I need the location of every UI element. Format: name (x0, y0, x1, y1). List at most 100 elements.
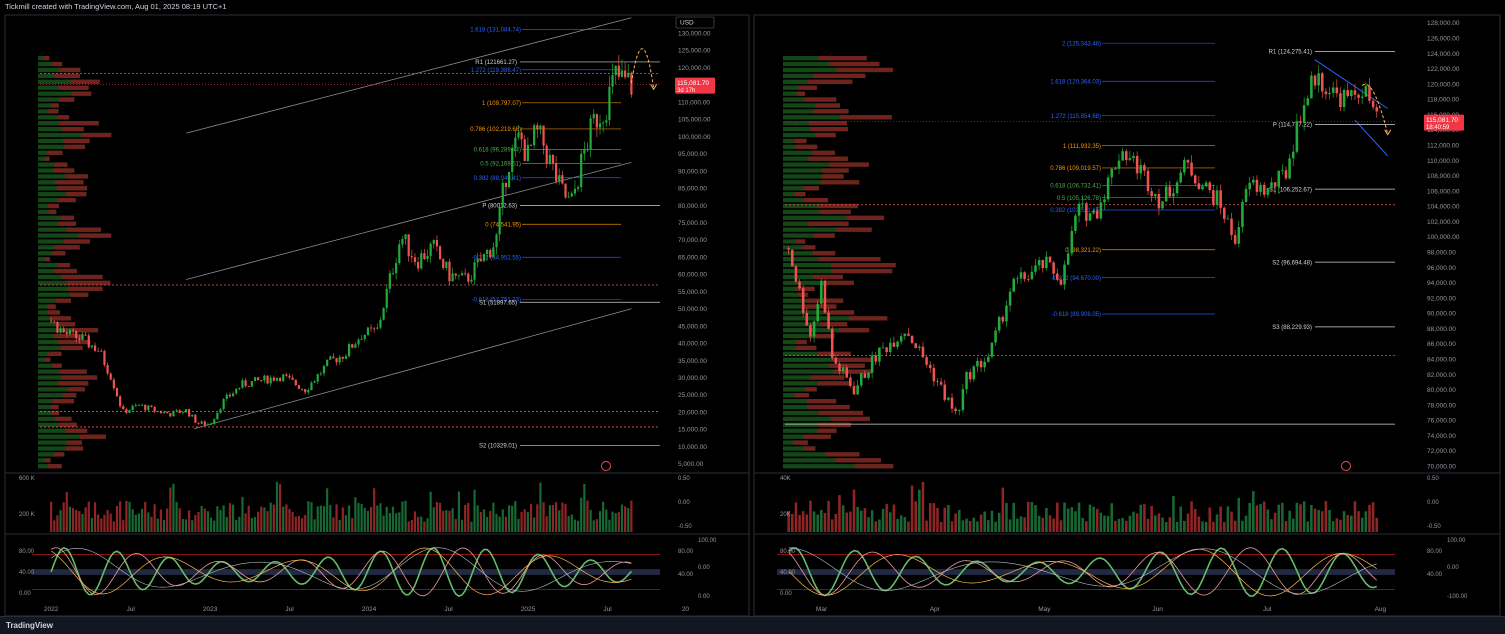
right-candle-body (1302, 105, 1306, 123)
left-volume-bar (178, 508, 181, 532)
right-volume-profile-bar (820, 322, 848, 327)
left-candle-body (592, 114, 595, 119)
right-volume-bar (1375, 517, 1379, 532)
left-oscillator-tick: 40.00 (19, 570, 35, 576)
left-volume-profile-bar (38, 79, 100, 84)
right-y-tick-label: 76,000.00 (1427, 418, 1456, 425)
left-candle-body (605, 120, 608, 123)
right-volume-profile-bar (818, 410, 864, 416)
right-volume-profile-bar (783, 239, 806, 244)
left-candle-body (620, 70, 624, 77)
right-x-tick-label: Jun (1152, 606, 1163, 613)
left-volume-bar (310, 502, 313, 532)
left-oscillator-line (50, 547, 632, 596)
left-volume-bar (56, 515, 59, 532)
left-volume-bar (93, 502, 97, 532)
right-candle-body (1016, 278, 1019, 280)
right-candle-body (1001, 316, 1005, 322)
left-volume-profile-bar (54, 245, 80, 250)
right-volume-bar (983, 511, 986, 532)
right-volume-bar (1161, 517, 1164, 532)
left-volume-profile-bar (47, 304, 56, 309)
right-volume-bar (921, 482, 925, 532)
right-candle-body (1154, 194, 1157, 197)
left-volume-bar (131, 509, 134, 532)
right-volume-profile-bar (818, 257, 881, 262)
right-candle-body (1237, 227, 1241, 244)
left-volume-bar (467, 502, 470, 532)
left-candle-body (166, 411, 169, 414)
left-volume-profile-bar (38, 393, 77, 398)
left-volume-bar (228, 503, 232, 532)
left-volume-bar (219, 510, 222, 532)
right-volume-bar (1321, 511, 1324, 532)
left-volume-bar (200, 505, 203, 532)
left-candle-body (297, 385, 301, 389)
right-volume-profile-bar (824, 280, 854, 286)
right-candle-body (1048, 256, 1052, 263)
right-volume-bar (794, 502, 798, 532)
right-volume-bar (1346, 514, 1349, 532)
left-candle-body (507, 171, 511, 188)
left-candle-body (360, 339, 363, 340)
left-candle-body (473, 262, 476, 280)
left-candle-body (87, 335, 90, 348)
right-candle-body (867, 372, 870, 378)
left-volume-bar (282, 506, 285, 532)
left-y-tick-label: 95,000.00 (678, 151, 707, 158)
left-candle-body (539, 125, 542, 130)
right-candle-body (889, 342, 892, 353)
right-candle-body (1273, 182, 1277, 187)
right-candle-body (1190, 162, 1193, 176)
left-volume-bar (379, 503, 382, 532)
left-volume-bar (614, 513, 617, 532)
right-candle-body (1339, 93, 1342, 108)
left-candle-body (457, 275, 460, 277)
right-candle-body (1295, 121, 1299, 152)
right-volume-bar (1034, 505, 1037, 532)
left-volume-profile-bar (38, 263, 71, 268)
right-volume-bar (1045, 508, 1048, 532)
right-volume-bar (1288, 510, 1291, 532)
left-volume-bar (429, 491, 432, 532)
right-volume-profile-bar (802, 434, 831, 439)
right-candle-body (1212, 190, 1215, 205)
right-fib-label: 0.382 (103,521.15) (1050, 208, 1101, 214)
right-candle-body (1030, 271, 1034, 280)
left-candle-body (617, 65, 620, 77)
right-volume-profile-bar (783, 292, 808, 297)
left-volume-bar (71, 508, 75, 532)
right-volume-bar (885, 503, 888, 532)
right-volume-profile-bar (813, 233, 835, 238)
left-volume-profile-bar (38, 440, 83, 445)
right-volume-profile-bar (808, 156, 848, 161)
left-volume-bar (420, 516, 423, 532)
right-candle-body (1353, 90, 1357, 95)
left-volume-profile-bar (38, 416, 72, 422)
left-volume-profile-bar (48, 109, 59, 114)
right-volume-bar (1241, 520, 1244, 532)
left-volume-bar (100, 518, 103, 532)
right-volume-bar (939, 522, 943, 532)
right-volume-bar (907, 521, 910, 532)
right-channel-lower-line (1354, 119, 1389, 157)
left-candle-body (407, 234, 410, 257)
left-candle-body (523, 139, 526, 162)
left-candle-body (81, 334, 84, 340)
right-pivot-label: P (114,717.22) (1273, 123, 1312, 129)
left-volume-bar (542, 502, 545, 532)
left-volume-bar (354, 497, 357, 532)
right-volume-profile-bar (798, 85, 817, 90)
left-candle-body (624, 70, 627, 78)
right-volume-profile-bar (835, 458, 881, 463)
left-volume-bar (272, 504, 275, 532)
left-volume-profile-bar (38, 126, 84, 132)
charts-canvas[interactable]: 130,000.00125,000.00120,000.00115,000.00… (0, 14, 1505, 616)
right-volume-profile-bar (813, 73, 866, 79)
right-volume-profile-bar (796, 91, 806, 96)
left-candle-body (442, 259, 445, 268)
left-candle-body (426, 255, 429, 259)
right-volume-profile-bar (794, 393, 810, 398)
right-volume-profile-bar (828, 162, 869, 167)
left-x-tick-label: Jul (126, 606, 135, 613)
